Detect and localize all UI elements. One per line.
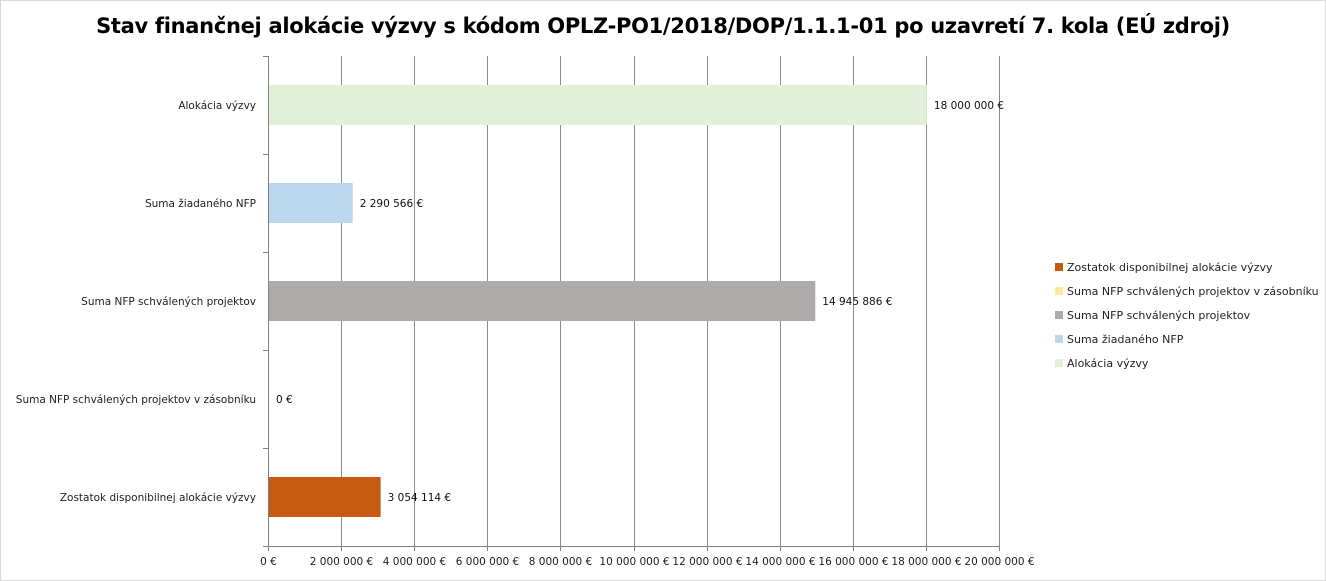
legend-swatch [1055, 287, 1063, 295]
x-tick-label: 14 000 000 € [745, 556, 815, 568]
legend-swatch [1055, 335, 1063, 343]
legend-label: Suma NFP schválených projektov v zásobní… [1067, 284, 1319, 298]
chart-legend: Zostatok disponibilnej alokácie výzvy Sum… [1055, 255, 1319, 375]
legend-label: Alokácia výzvy [1067, 356, 1149, 370]
x-tick-label: 18 000 000 € [891, 556, 961, 568]
legend-label: Zostatok disponibilnej alokácie výzvy [1067, 260, 1273, 274]
data-label: 3 054 114 € [388, 492, 451, 504]
category-label: Suma žiadaného NFP [145, 198, 256, 210]
legend-entry: Suma NFP schválených projektov [1055, 303, 1319, 327]
legend-entry: Alokácia výzvy [1055, 351, 1319, 375]
legend-entry: Suma žiadaného NFP [1055, 327, 1319, 351]
x-tick-label: 4 000 000 € [383, 556, 446, 568]
bar [269, 183, 353, 223]
bar [269, 477, 381, 517]
x-tick-label: 2 000 000 € [310, 556, 373, 568]
category-label: Zostatok disponibilnej alokácie výzvy [60, 492, 256, 504]
legend-label: Suma NFP schválených projektov [1067, 308, 1251, 322]
category-label: Alokácia výzvy [178, 100, 256, 112]
x-tick-label: 0 € [260, 556, 277, 568]
legend-entry: Zostatok disponibilnej alokácie výzvy [1055, 255, 1319, 279]
legend-swatch [1055, 263, 1063, 271]
bar [269, 281, 816, 321]
x-tick-label: 10 000 000 € [599, 556, 669, 568]
legend-label: Suma žiadaného NFP [1067, 332, 1184, 346]
category-label: Suma NFP schválených projektov v zásobní… [16, 394, 256, 406]
data-label: 2 290 566 € [360, 198, 423, 210]
data-label: 0 € [276, 394, 293, 406]
data-label: 14 945 886 € [822, 296, 892, 308]
x-tick-label: 16 000 000 € [818, 556, 888, 568]
bar [269, 85, 927, 125]
x-tick-label: 8 000 000 € [529, 556, 592, 568]
x-tick-label: 20 000 000 € [964, 556, 1034, 568]
category-label: Suma NFP schválených projektov [81, 296, 256, 308]
x-tick-label: 6 000 000 € [456, 556, 519, 568]
data-label: 18 000 000 € [934, 100, 1004, 112]
legend-swatch [1055, 311, 1063, 319]
chart-title: Stav finančnej alokácie výzvy s kódom OP… [96, 14, 1230, 38]
x-tick-label: 12 000 000 € [672, 556, 742, 568]
legend-swatch [1055, 359, 1063, 367]
legend-entry: Suma NFP schválených projektov v zásobní… [1055, 279, 1319, 303]
